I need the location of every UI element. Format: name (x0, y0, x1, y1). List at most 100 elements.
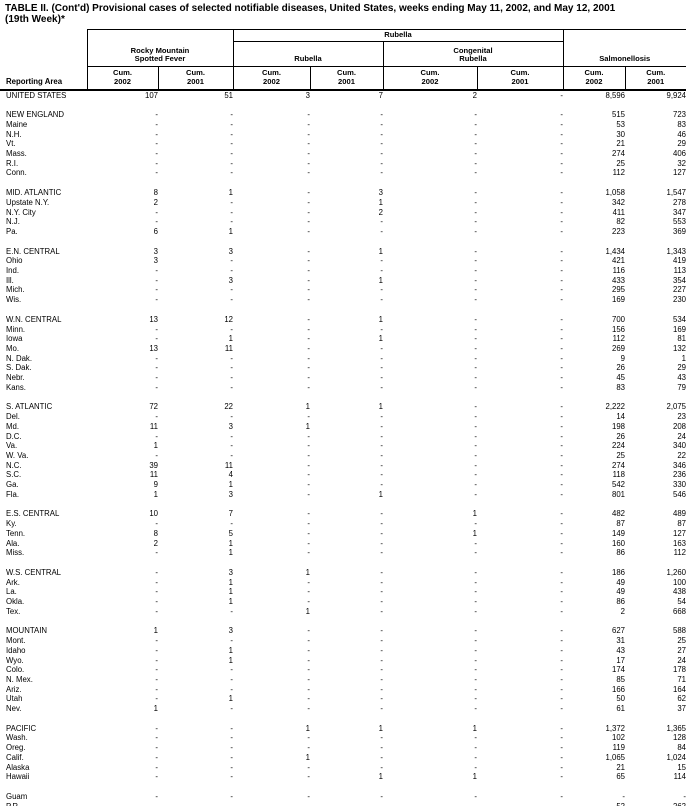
cell-value: - (560, 674, 563, 684)
cell-value: - (307, 704, 310, 714)
cell-value: 419 (672, 256, 686, 266)
col-header-congenital-cum-2002: Cum. 2002 (382, 66, 477, 91)
cell-value: - (155, 266, 158, 275)
cell-value: 1 (153, 489, 158, 499)
cell-value: - (307, 655, 310, 665)
cell-value: 534 (672, 314, 686, 324)
cell-value: - (474, 343, 477, 353)
cell-value: 61 (616, 704, 625, 714)
cell-value: 2,075 (666, 402, 686, 412)
cell-value: - (307, 674, 310, 684)
cell-value: - (474, 110, 477, 120)
cell-value: - (380, 139, 383, 149)
cell-value: - (230, 129, 233, 139)
cell-value: - (380, 460, 383, 470)
cell-value: - (560, 353, 563, 363)
cell-value: - (307, 373, 310, 383)
cell-value: 119 (612, 743, 625, 753)
cell-value: - (474, 762, 477, 772)
disease-table: Rubella Rocky Mountain Spotted Fever Rub… (0, 29, 686, 806)
table-row: N.C. 39 11 - - - - 274 346 (0, 461, 686, 471)
reporting-area-cell: Okla. (6, 597, 25, 607)
table-row: Miss. - 1 - - - - 86 112 (0, 548, 686, 558)
cell-value: 54 (677, 597, 686, 607)
cell-value: 3 (228, 567, 233, 577)
cell-value: - (560, 431, 563, 441)
table-row: Calif. - - 1 - - - 1,065 1,024 (0, 753, 686, 763)
cell-value: - (307, 110, 310, 120)
cell-value: - (230, 139, 233, 149)
cell-value: - (307, 743, 310, 753)
cell-value: 6 (153, 226, 158, 236)
cell-value: - (230, 119, 233, 129)
cell-value: 7 (228, 509, 233, 519)
cell-value: - (155, 519, 158, 529)
cell-value: - (560, 139, 563, 149)
table-row: Ohio 3 - - - - - 421 419 (0, 256, 686, 266)
cell-value: 8,596 (605, 90, 625, 100)
cell-value: - (560, 266, 563, 275)
reporting-area-cell: Ala. (6, 538, 20, 548)
cell-value: 1 (472, 528, 477, 538)
cell-value: - (230, 606, 233, 616)
reporting-area-cell: N.C. (6, 460, 22, 470)
cell-value: - (560, 460, 563, 470)
reporting-area-cell: La. (6, 587, 17, 597)
cell-value: - (380, 704, 383, 714)
cell-value: - (307, 129, 310, 139)
cell-value: - (380, 285, 383, 295)
cell-value: 482 (611, 509, 625, 519)
cell-value: - (155, 158, 158, 168)
table-row: UNITED STATES 107 51 3 7 2 - 8,596 9,924 (0, 90, 686, 101)
cell-value: - (307, 577, 310, 587)
cell-value: 1 (228, 645, 233, 655)
cell-value: - (474, 402, 477, 412)
cell-value: - (230, 110, 233, 120)
cell-value: - (307, 149, 310, 158)
reporting-area-cell: Mass. (6, 149, 27, 158)
table-row: N.Y. City - - - 2 - - 411 347 (0, 208, 686, 218)
cell-value: - (307, 217, 310, 227)
cell-value: - (560, 226, 563, 236)
cell-value: - (474, 256, 477, 266)
cell-value: 3 (228, 246, 233, 256)
table-row: Tenn. 8 5 - - 1 - 149 127 (0, 529, 686, 539)
cell-value: 489 (672, 509, 686, 519)
cell-value: - (230, 353, 233, 363)
cell-value: 1 (378, 314, 383, 324)
cell-value: 112 (673, 548, 686, 558)
cell-value: - (560, 665, 563, 675)
cell-value: - (155, 431, 158, 441)
table-row: Mo. 13 11 - - - - 269 132 (0, 344, 686, 354)
cell-value: - (474, 197, 477, 207)
cell-value: - (307, 587, 310, 597)
cell-value: 1,058 (605, 188, 625, 198)
cell-value: - (474, 587, 477, 597)
cell-value: 83 (616, 382, 625, 392)
cell-value: - (560, 295, 563, 305)
cell-value: - (230, 431, 233, 441)
cell-value: - (380, 470, 383, 480)
cell-value: 100 (672, 577, 686, 587)
cell-value: - (155, 655, 158, 665)
cell-value: - (474, 314, 477, 324)
table-row: Ala. 2 1 - - - - 160 163 (0, 539, 686, 549)
cell-value: - (230, 441, 233, 451)
table-row: Iowa - 1 - 1 - - 112 81 (0, 334, 686, 344)
cell-value: 369 (672, 226, 686, 236)
cell-value: 21 (616, 139, 625, 149)
cell-value: 1 (153, 441, 158, 451)
reporting-area-cell: Iowa (6, 334, 23, 344)
cell-value: - (474, 752, 477, 762)
group-header-rubella: Rubella (232, 41, 383, 67)
cell-value: - (307, 470, 310, 480)
reporting-area-cell: Conn. (6, 168, 27, 178)
group-label-line: Rubella (459, 54, 487, 64)
cell-value: 116 (612, 266, 625, 275)
cell-value: 5 (228, 528, 233, 538)
group-header-rocky-mountain-spotted-fever: Rocky Mountain Spotted Fever (86, 41, 233, 67)
cell-value: - (560, 704, 563, 714)
cell-value: - (155, 373, 158, 383)
cell-value: - (474, 519, 477, 529)
cell-value: - (560, 168, 563, 178)
